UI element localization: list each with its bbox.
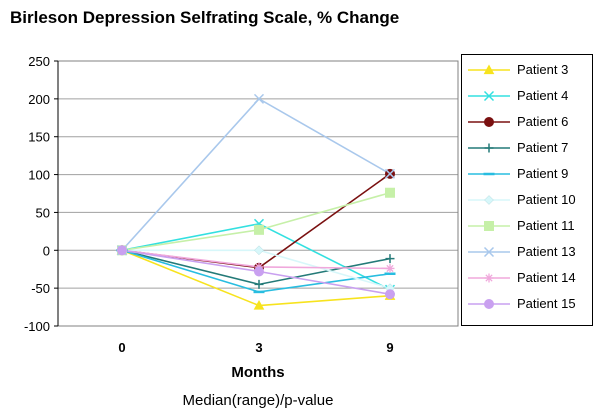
- y-tick-label: 150: [28, 130, 50, 145]
- data-point: [385, 289, 395, 300]
- legend-marker: [484, 117, 494, 127]
- x-tick-label: 0: [118, 340, 125, 355]
- legend-item: Patient 15: [462, 294, 592, 314]
- x-tick-labels: 0 3 9: [118, 340, 393, 355]
- data-point: [385, 254, 395, 264]
- legend-swatch: [468, 195, 510, 205]
- legend-item: Patient 3: [462, 60, 592, 80]
- y-tick-label: 200: [28, 92, 50, 107]
- data-point: [254, 279, 264, 289]
- y-tick-label: -100: [24, 319, 50, 334]
- legend-swatch: [468, 273, 510, 283]
- legend-item: Patient 13: [462, 242, 592, 262]
- legend-label: Patient 11: [517, 218, 575, 233]
- legend-swatch: [468, 143, 510, 153]
- legend-item: Patient 11: [462, 216, 592, 236]
- legend-swatch: [468, 117, 510, 127]
- series-markers: [116, 93, 396, 310]
- legend-item: Patient 14: [462, 268, 592, 288]
- legend-marker: [484, 273, 494, 283]
- footnote: Median(range)/p-value: [182, 392, 334, 409]
- data-point: [384, 168, 396, 179]
- legend-marker: [484, 143, 494, 153]
- legend-swatch: [468, 64, 510, 75]
- legend-label: Patient 4: [517, 88, 569, 103]
- legend-item: Patient 4: [462, 86, 592, 106]
- series-line: [121, 249, 391, 307]
- legend-item: Patient 10: [462, 190, 592, 210]
- legend-marker: [483, 246, 495, 258]
- legend-label: Patient 6: [517, 114, 569, 129]
- axes: [54, 60, 459, 327]
- legend-label: Patient 13: [517, 244, 576, 259]
- data-point: [253, 93, 265, 104]
- legend-swatch: [468, 246, 510, 258]
- x-tick-label: 3: [255, 340, 262, 355]
- data-point: [253, 300, 265, 310]
- y-tick-label: 0: [43, 243, 50, 258]
- y-tick-label: 250: [28, 54, 50, 69]
- legend-label: Patient 9: [517, 166, 569, 181]
- x-tick-label: 9: [386, 340, 393, 355]
- legend-label: Patient 10: [517, 192, 576, 207]
- data-point: [254, 224, 264, 235]
- legend-item: Patient 7: [462, 138, 592, 158]
- legend-label: Patient 3: [517, 62, 569, 77]
- data-point: [254, 266, 264, 277]
- x-axis-title: Months: [231, 364, 285, 381]
- legend-item: Patient 6: [462, 112, 592, 132]
- data-point: [117, 245, 127, 256]
- legend-label: Patient 15: [517, 296, 576, 311]
- legend-marker: [484, 195, 494, 205]
- legend-label: Patient 14: [517, 270, 576, 285]
- legend-marker: [484, 221, 494, 231]
- legend-item: Patient 9: [462, 164, 592, 184]
- legend-label: Patient 7: [517, 140, 569, 155]
- legend-swatch: [468, 90, 510, 102]
- legend-marker: [484, 299, 494, 309]
- data-point: [254, 245, 264, 256]
- y-tick-label: 100: [28, 168, 50, 183]
- y-tick-label: 50: [36, 205, 50, 220]
- legend-swatch: [468, 172, 510, 176]
- legend-marker: [483, 90, 495, 102]
- y-tick-label: -50: [31, 281, 50, 296]
- data-point: [385, 187, 395, 198]
- legend-swatch: [468, 299, 510, 309]
- legend-marker: [483, 64, 495, 75]
- data-point: [385, 263, 395, 273]
- y-tick-labels: 250 200 150 100 50 0 -50 -100: [24, 54, 50, 334]
- legend-swatch: [468, 221, 510, 231]
- legend: Patient 3 Patient 4 Patient 6 Patient 7 Pati…: [461, 54, 593, 326]
- chart-title: Birleson Depression Selfrating Scale, % …: [10, 8, 400, 27]
